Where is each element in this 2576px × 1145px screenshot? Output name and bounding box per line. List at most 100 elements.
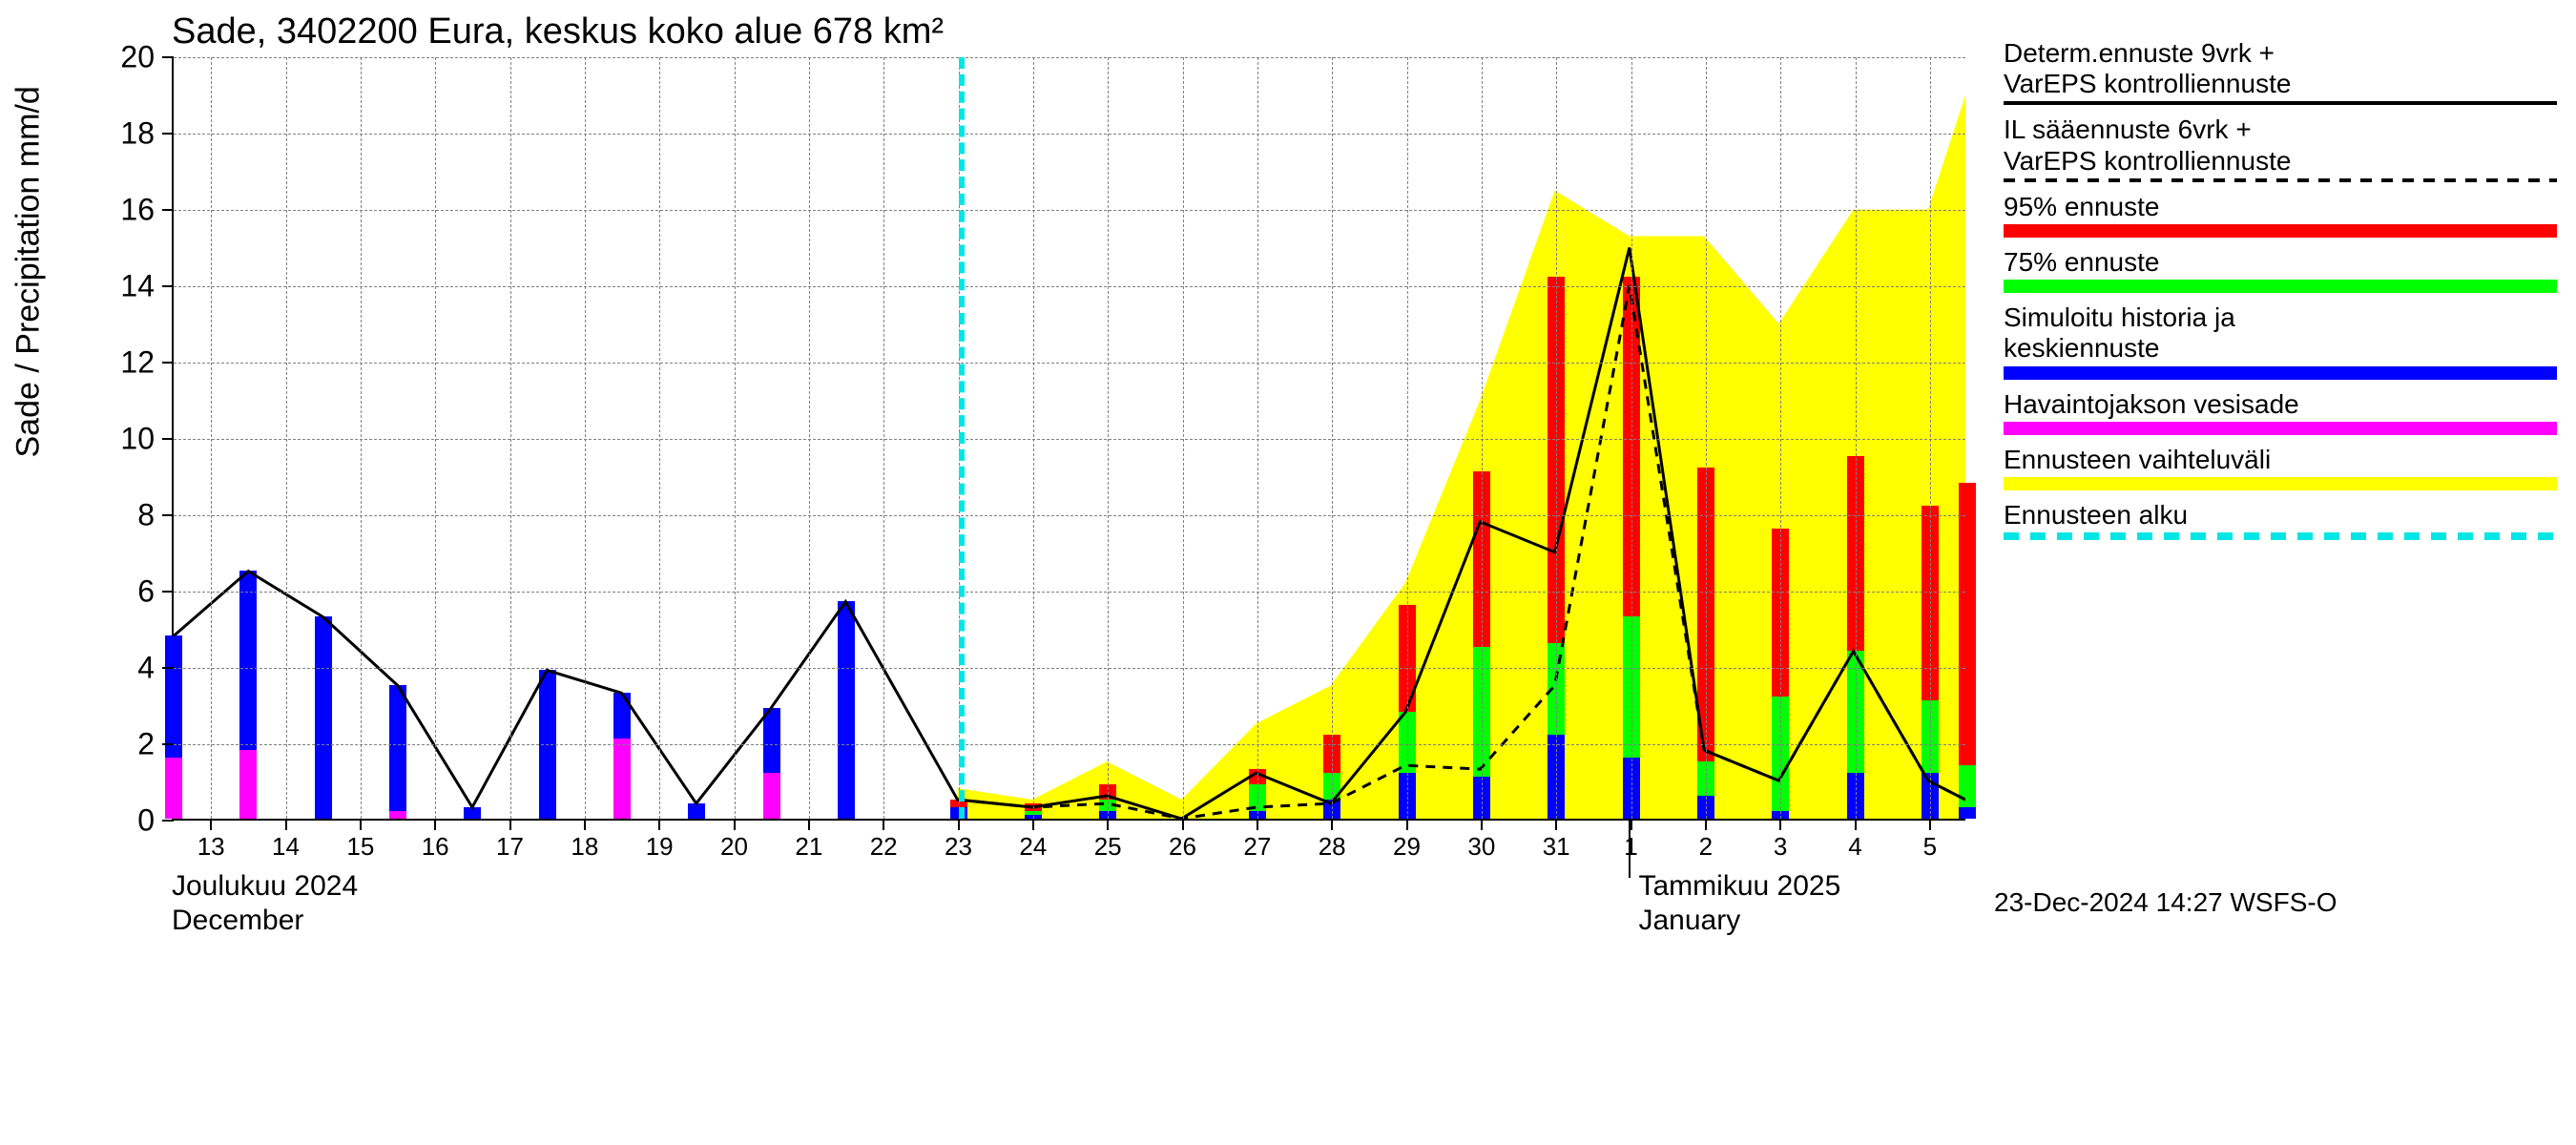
y-tick-label: 20: [120, 40, 155, 75]
bar: [389, 685, 406, 819]
grid-line-h: [174, 668, 1965, 669]
y-tick: [162, 820, 174, 822]
y-tick: [162, 209, 174, 211]
bar-segment: [688, 803, 705, 819]
grid-line-v: [585, 57, 586, 819]
bar: [838, 601, 855, 819]
bar-segment: [315, 616, 332, 819]
x-tick-label: 25: [1094, 832, 1122, 862]
legend-item: 75% ennuste: [2004, 247, 2557, 293]
x-tick-label: 30: [1467, 832, 1495, 862]
legend-item: 95% ennuste: [2004, 192, 2557, 238]
y-tick: [162, 56, 174, 58]
legend-swatch: [2004, 477, 2557, 490]
x-tick-label: 16: [422, 832, 449, 862]
x-tick: [1032, 819, 1034, 830]
y-axis-label: Sade / Precipitation mm/d: [10, 86, 48, 457]
x-tick: [1481, 819, 1483, 830]
x-tick-label: 26: [1169, 832, 1196, 862]
x-tick: [584, 819, 586, 830]
grid-line-h: [174, 57, 1965, 58]
bar-segment: [763, 773, 780, 819]
y-tick: [162, 438, 174, 440]
x-tick: [808, 819, 810, 830]
grid-line-v: [1257, 57, 1258, 819]
bar: [688, 803, 705, 819]
y-tick-label: 0: [137, 803, 155, 839]
x-tick-label: 2: [1699, 832, 1713, 862]
x-tick-label: 15: [346, 832, 374, 862]
bar: [1959, 483, 1976, 819]
legend-swatch: [2004, 224, 2557, 238]
x-tick: [1555, 819, 1557, 830]
legend-label: 95% ennuste: [2004, 192, 2557, 222]
month-1-fi: Joulukuu 2024: [172, 870, 358, 903]
y-tick: [162, 743, 174, 745]
bar-segment: [613, 739, 631, 819]
legend-item: Simuloitu historia jakeskiennuste: [2004, 302, 2557, 379]
legend-label: Simuloitu historia ja: [2004, 302, 2557, 333]
grid-line-v: [735, 57, 736, 819]
y-tick: [162, 362, 174, 364]
grid-line-h: [174, 134, 1965, 135]
y-tick-label: 12: [120, 345, 155, 381]
legend: Determ.ennuste 9vrk +VarEPS kontrollienn…: [2004, 38, 2557, 550]
x-tick-label: 5: [1923, 832, 1937, 862]
grid-line-v: [1780, 57, 1781, 819]
legend-swatch: [2004, 366, 2557, 380]
legend-item: Ennusteen alku: [2004, 500, 2557, 540]
bar-segment: [1959, 483, 1976, 765]
month-2-en: January: [1639, 905, 1741, 937]
x-tick: [658, 819, 660, 830]
month-2-fi: Tammikuu 2025: [1639, 870, 1841, 903]
x-tick-label: 1: [1624, 832, 1637, 862]
y-tick-label: 16: [120, 193, 155, 228]
x-tick-label: 28: [1319, 832, 1346, 862]
x-tick: [509, 819, 511, 830]
forecast-start-line: [959, 57, 965, 819]
grid-line-v: [1108, 57, 1109, 819]
bar: [315, 616, 332, 819]
legend-label: Havaintojakson vesisade: [2004, 389, 2557, 420]
grid-line-v: [1930, 57, 1931, 819]
x-tick: [360, 819, 362, 830]
x-tick: [1257, 819, 1258, 830]
x-tick: [1855, 819, 1857, 830]
grid-line-h: [174, 515, 1965, 516]
legend-swatch: [2004, 178, 2557, 182]
y-tick-label: 4: [137, 651, 155, 686]
legend-swatch: [2004, 280, 2557, 293]
x-tick-label: 18: [571, 832, 598, 862]
x-tick: [434, 819, 436, 830]
bar: [239, 571, 257, 819]
x-tick-label: 17: [496, 832, 524, 862]
x-tick-label: 4: [1848, 832, 1861, 862]
bar-segment: [389, 685, 406, 811]
grid-line-h: [174, 363, 1965, 364]
bar-segment: [239, 750, 257, 819]
grid-line-v: [211, 57, 212, 819]
grid-line-v: [435, 57, 436, 819]
x-tick: [734, 819, 736, 830]
legend-label: Ennusteen alku: [2004, 500, 2557, 531]
bar-segment: [763, 708, 780, 773]
x-tick-label: 13: [197, 832, 225, 862]
legend-label: IL sääennuste 6vrk +: [2004, 114, 2557, 145]
bar-segment: [613, 693, 631, 739]
x-tick-label: 31: [1543, 832, 1570, 862]
x-tick: [1107, 819, 1109, 830]
grid-line-v: [1631, 57, 1632, 819]
bar-segment: [389, 811, 406, 819]
legend-swatch: [2004, 422, 2557, 435]
legend-item: IL sääennuste 6vrk + VarEPS kontrollienn…: [2004, 114, 2557, 181]
x-tick-label: 14: [272, 832, 300, 862]
grid-line-v: [1856, 57, 1857, 819]
grid-line-v: [1407, 57, 1408, 819]
y-tick: [162, 285, 174, 287]
x-tick-label: 24: [1019, 832, 1047, 862]
x-tick: [1779, 819, 1781, 830]
legend-label: Determ.ennuste 9vrk +: [2004, 38, 2557, 69]
grid-line-h: [174, 210, 1965, 211]
grid-line-v: [809, 57, 810, 819]
bar-segment: [165, 758, 182, 819]
